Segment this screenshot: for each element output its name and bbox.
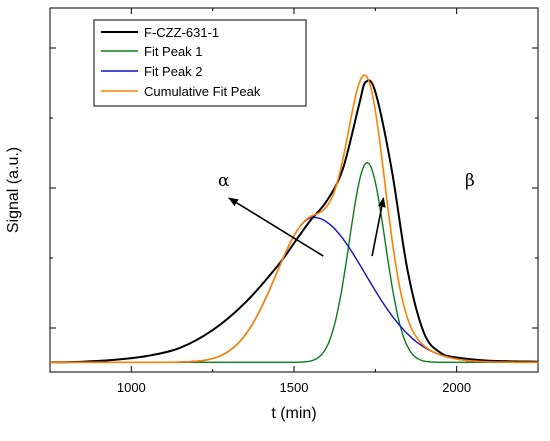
legend-label-cumulative: Cumulative Fit Peak: [144, 84, 261, 99]
series-line-fit-peak-1: [50, 161, 538, 363]
beta-arrow: [371, 197, 386, 257]
alpha-arrow: [228, 197, 324, 257]
x-axis-label: t (min): [271, 405, 316, 422]
legend-label-fit-peak-1: Fit Peak 1: [144, 44, 203, 59]
beta-label: β: [465, 171, 475, 191]
x-tick-label: 1500: [280, 380, 309, 395]
series-line-cumulative-fit-peak: [50, 74, 538, 364]
x-tick-label: 1000: [117, 380, 146, 395]
alpha-label: α: [218, 171, 230, 191]
annotations: α β: [218, 171, 475, 257]
x-tick-labels: 1000 1500 2000: [117, 380, 471, 395]
series-line-fit-peak-2: [50, 216, 538, 363]
series-line-f-czz-631-1: [49, 79, 539, 364]
series-layer: [49, 74, 539, 364]
legend: F-CZZ-631-1 Fit Peak 1 Fit Peak 2 Cumula…: [93, 19, 307, 107]
axis-ticks: [49, 8, 539, 372]
x-tick-label: 2000: [442, 380, 471, 395]
y-axis-label: Signal (a.u.): [5, 147, 22, 233]
legend-label-f-czz: F-CZZ-631-1: [144, 25, 219, 40]
legend-label-fit-peak-2: Fit Peak 2: [144, 64, 203, 79]
